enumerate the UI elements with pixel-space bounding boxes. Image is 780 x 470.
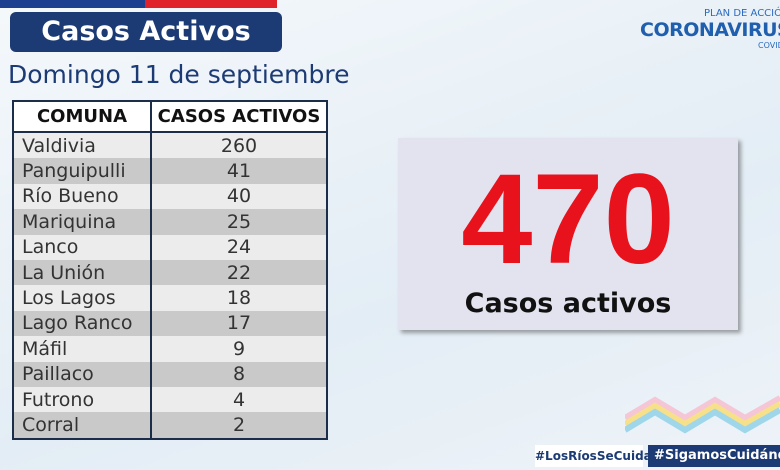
- logo-plan: PLAN DE ACCIÓN: [704, 8, 780, 19]
- table-row: Futrono 4: [13, 386, 327, 413]
- wave-decoration: [625, 395, 780, 434]
- table-row: Panguipulli 41: [13, 158, 327, 184]
- commune-cell: Lago Ranco: [13, 310, 152, 337]
- cases-cell: 25: [151, 209, 327, 235]
- table-row: Valdivia 260: [13, 132, 327, 159]
- table-row: Máfil 9: [13, 336, 327, 362]
- commune-cell: Río Bueno: [13, 183, 152, 210]
- table: COMUNA CASOS ACTIVOS Valdivia 260 Panguipu…: [12, 100, 328, 440]
- header-row: COMUNA CASOS ACTIVOS: [12, 100, 328, 133]
- cases-cell: 8: [151, 361, 327, 387]
- cases-cell: 9: [151, 336, 327, 362]
- cases-cell: 41: [151, 158, 327, 184]
- cases-cell: 24: [151, 234, 327, 260]
- commune-cell: Panguipulli: [13, 158, 152, 184]
- cases-cell: 4: [151, 386, 327, 413]
- table-row: Río Bueno 40: [13, 183, 327, 210]
- logo: PLAN DE ACCIÓN CORONAVIRUS COVID-19: [640, 8, 780, 50]
- cases-cell: 17: [151, 310, 327, 337]
- table-row: La Unión 22: [13, 259, 327, 286]
- logo-name: CORONAVIRUS: [640, 19, 780, 41]
- hashtag: #LosRíosSeCuida: [535, 445, 652, 467]
- column-header: CASOS ACTIVOS: [150, 100, 328, 133]
- cases-cell: 40: [151, 183, 327, 210]
- total-value: 470: [461, 148, 675, 291]
- commune-cell: Paillaco: [13, 361, 152, 387]
- flag-red: [145, 0, 277, 8]
- commune-cell: Máfil: [13, 336, 152, 362]
- cases-cell: 18: [151, 285, 327, 311]
- total-label: Casos activos: [464, 288, 672, 319]
- table-row: Lanco 24: [13, 234, 327, 260]
- hashtag: #SigamosCuidándonos: [648, 445, 780, 467]
- table-row: Los Lagos 18: [13, 285, 327, 311]
- table-row: Corral 2: [13, 412, 327, 439]
- date: Domingo 11 de septiembre: [8, 60, 350, 89]
- commune-cell: La Unión: [13, 259, 152, 286]
- table-row: Lago Ranco 17: [13, 310, 327, 337]
- title: Casos Activos: [10, 12, 282, 52]
- commune-cell: Valdivia: [13, 132, 152, 159]
- table-row: Mariquina 25: [13, 209, 327, 235]
- commune-cell: Futrono: [13, 386, 152, 413]
- commune-cell: Lanco: [13, 234, 152, 260]
- cases-cell: 2: [151, 412, 327, 439]
- cases-cell: 260: [151, 132, 327, 159]
- flag-blue: [0, 0, 145, 8]
- total-box: 470 Casos activos: [398, 138, 738, 330]
- commune-cell: Corral: [13, 412, 152, 439]
- commune-cell: Los Lagos: [13, 285, 152, 311]
- commune-cell: Mariquina: [13, 209, 152, 235]
- column-header: COMUNA: [12, 100, 152, 133]
- cases-cell: 22: [151, 259, 327, 286]
- logo-sub: COVID-19: [758, 41, 780, 50]
- table-row: Paillaco 8: [13, 361, 327, 387]
